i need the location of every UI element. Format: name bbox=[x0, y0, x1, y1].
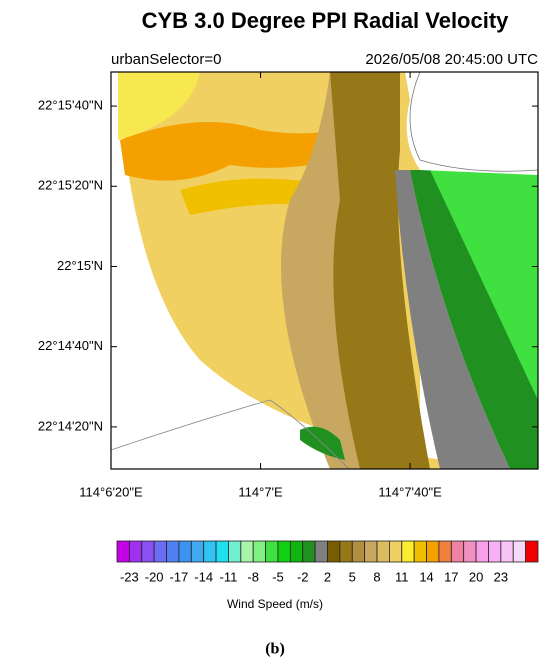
subtitle-left: urbanSelector=0 bbox=[111, 51, 222, 68]
radar-field bbox=[111, 72, 538, 469]
colorbar-box bbox=[203, 540, 217, 563]
colorbar-level: -14 bbox=[194, 569, 213, 584]
y-tick-label: 22°15'40"N bbox=[38, 98, 103, 113]
colorbar-level: -8 bbox=[247, 569, 259, 584]
colorbar-level: 11 bbox=[395, 569, 409, 584]
colorbar-box bbox=[228, 540, 242, 563]
colorbar-box bbox=[277, 540, 291, 563]
colorbar-box bbox=[265, 540, 279, 563]
colorbar-box bbox=[413, 540, 427, 563]
colorbar-box bbox=[128, 540, 143, 563]
y-tick-label: 22°15'20"N bbox=[38, 178, 103, 193]
colorbar-box bbox=[389, 540, 403, 563]
colorbar-box bbox=[215, 540, 229, 563]
colorbar-box bbox=[512, 540, 527, 563]
colorbar-box bbox=[116, 540, 130, 563]
colorbar-box bbox=[190, 540, 205, 563]
colorbar-box bbox=[426, 540, 440, 563]
y-tick-label: 22°15'N bbox=[57, 258, 103, 273]
colorbar-box bbox=[166, 540, 180, 563]
colorbar-box bbox=[450, 540, 465, 563]
colorbar-level: 2 bbox=[324, 569, 331, 584]
y-tick-label: 22°14'20"N bbox=[38, 418, 103, 433]
colorbar-box bbox=[153, 540, 167, 563]
colorbar-box bbox=[141, 540, 155, 563]
colorbar-box bbox=[475, 540, 489, 563]
x-tick-label: 114°6'20"E bbox=[79, 484, 143, 499]
colorbar-level: 14 bbox=[419, 569, 433, 584]
x-tick-label: 114°7'40"E bbox=[378, 484, 442, 499]
colorbar-level: -11 bbox=[220, 569, 238, 584]
colorbar-level: 8 bbox=[373, 569, 380, 584]
x-tick-label: 114°7'E bbox=[238, 484, 283, 499]
colorbar-level: 5 bbox=[349, 569, 356, 584]
colorbar-level: -2 bbox=[297, 569, 309, 584]
caption: (b) bbox=[265, 641, 285, 658]
colorbar-box bbox=[314, 540, 328, 563]
colorbar-level: 20 bbox=[469, 569, 483, 584]
colorbar-box bbox=[302, 540, 316, 563]
colorbar-box bbox=[401, 540, 415, 563]
colorbar-box bbox=[376, 540, 390, 563]
colorbar-level: -5 bbox=[272, 569, 284, 584]
colorbar-box bbox=[364, 540, 378, 563]
colorbar-box bbox=[252, 540, 266, 563]
colorbar-label: Wind Speed (m/s) bbox=[227, 597, 323, 611]
colorbar-level: -20 bbox=[145, 569, 164, 584]
colorbar-level: 17 bbox=[444, 569, 458, 584]
colorbar-box bbox=[438, 540, 452, 563]
subtitle-right: 2026/05/08 20:45:00 UTC bbox=[365, 51, 538, 68]
plot-frame bbox=[110, 71, 539, 470]
y-tick-label: 22°14'40"N bbox=[38, 338, 103, 353]
colorbar-box bbox=[500, 540, 514, 563]
colorbar-level: 23 bbox=[494, 569, 508, 584]
colorbar-box bbox=[178, 540, 192, 563]
colorbar-box bbox=[289, 540, 304, 563]
colorbar-box bbox=[339, 540, 353, 563]
colorbar-box bbox=[463, 540, 477, 563]
colorbar-box bbox=[525, 540, 539, 563]
colorbar-level: -17 bbox=[170, 569, 189, 584]
colorbar-box bbox=[240, 540, 254, 563]
colorbar-box bbox=[488, 540, 502, 563]
colorbar-box bbox=[327, 540, 341, 563]
colorbar-box bbox=[351, 540, 366, 563]
colorbar-level: -23 bbox=[120, 569, 139, 584]
title: CYB 3.0 Degree PPI Radial Velocity bbox=[142, 8, 510, 33]
